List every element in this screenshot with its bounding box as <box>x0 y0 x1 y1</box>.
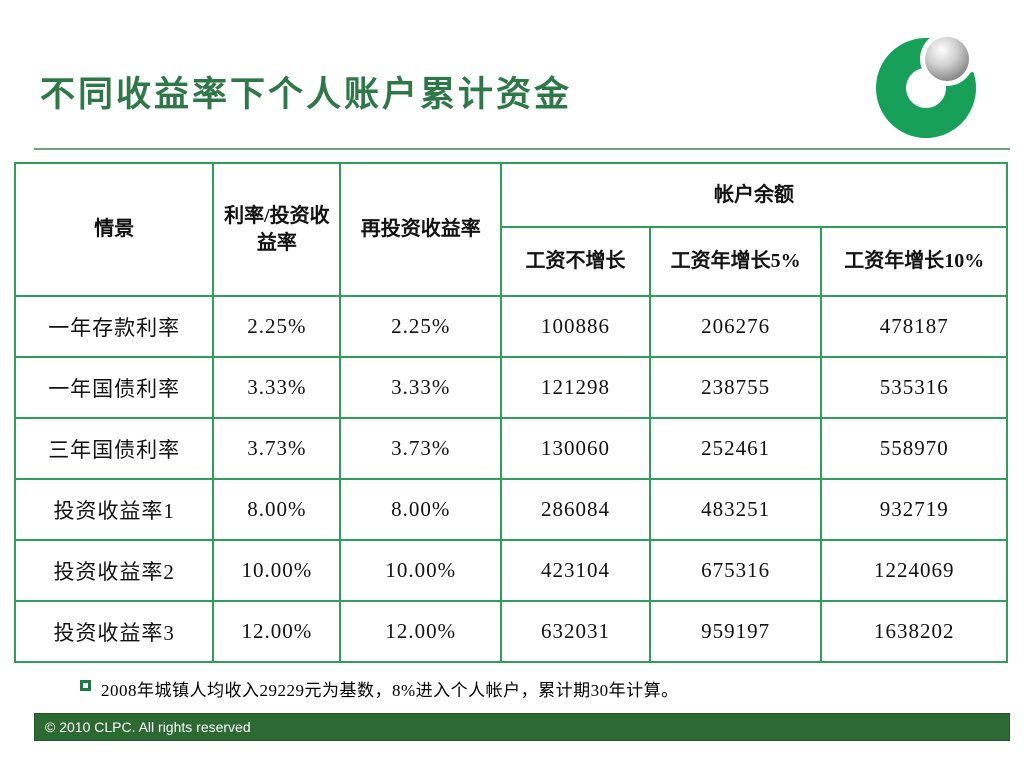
cell-reinvest: 8.00% <box>339 478 503 541</box>
col-header-no-growth: 工资不增长 <box>500 226 651 297</box>
table-row: 投资收益率1 8.00% 8.00% 286084 483251 932719 <box>13 478 1008 541</box>
header-row-group: 情景 利率/投资收益率 再投资收益率 帐户余额 <box>13 162 1008 297</box>
cell-balance-growth-5: 206276 <box>648 295 823 358</box>
page-title: 不同收益率下个人账户累计资金 <box>40 75 573 114</box>
cell-balance-growth-10: 478187 <box>820 295 1008 358</box>
cell-balance-no-growth: 100886 <box>500 295 651 358</box>
table-row: 三年国债利率 3.73% 3.73% 130060 252461 558970 <box>13 417 1008 480</box>
cell-balance-growth-5: 959197 <box>648 600 823 663</box>
cell-balance-growth-10: 558970 <box>820 417 1008 480</box>
col-header-reinvest: 再投资收益率 <box>339 162 503 297</box>
cell-balance-growth-10: 1638202 <box>820 600 1008 663</box>
cell-reinvest: 12.00% <box>339 600 503 663</box>
cell-reinvest: 2.25% <box>339 295 503 358</box>
square-bullet-icon <box>80 680 91 691</box>
cell-balance-growth-5: 252461 <box>648 417 823 480</box>
cell-balance-growth-5: 675316 <box>648 539 823 602</box>
cell-scenario: 投资收益率1 <box>13 478 215 541</box>
copyright-text: © 2010 CLPC. All rights reserved <box>45 719 251 735</box>
cell-scenario: 三年国债利率 <box>13 417 215 480</box>
col-header-rate: 利率/投资收益率 <box>212 162 342 297</box>
cell-reinvest: 10.00% <box>339 539 503 602</box>
footer-bar: © 2010 CLPC. All rights reserved <box>34 713 1010 741</box>
cell-scenario: 投资收益率2 <box>13 539 215 602</box>
cell-balance-growth-5: 238755 <box>648 356 823 419</box>
cell-rate: 12.00% <box>212 600 342 663</box>
title-underline <box>34 148 1010 150</box>
cell-rate: 8.00% <box>212 478 342 541</box>
cell-rate: 2.25% <box>212 295 342 358</box>
cell-balance-no-growth: 130060 <box>500 417 651 480</box>
logo-sphere-icon <box>925 37 969 81</box>
col-header-growth-10: 工资年增长10% <box>820 226 1008 297</box>
cell-rate: 10.00% <box>212 539 342 602</box>
cell-balance-growth-10: 932719 <box>820 478 1008 541</box>
table-row: 一年国债利率 3.33% 3.33% 121298 238755 535316 <box>13 356 1008 419</box>
account-balance-table: 情景 利率/投资收益率 再投资收益率 帐户余额 工资不增长 工资年增长5% 工资… <box>13 162 1008 663</box>
cell-scenario: 投资收益率3 <box>13 600 215 663</box>
cell-balance-growth-10: 535316 <box>820 356 1008 419</box>
cell-scenario: 一年存款利率 <box>13 295 215 358</box>
table-row: 投资收益率3 12.00% 12.00% 632031 959197 16382… <box>13 600 1008 663</box>
table-row: 一年存款利率 2.25% 2.25% 100886 206276 478187 <box>13 295 1008 358</box>
footnote: 2008年城镇人均收入29229元为基数，8%进入个人帐户，累计期30年计算。 <box>80 676 679 701</box>
col-header-balance-group: 帐户余额 <box>500 162 1008 228</box>
company-logo-icon <box>876 30 984 138</box>
cell-rate: 3.33% <box>212 356 342 419</box>
cell-reinvest: 3.73% <box>339 417 503 480</box>
cell-reinvest: 3.33% <box>339 356 503 419</box>
cell-balance-no-growth: 632031 <box>500 600 651 663</box>
footnote-text: 2008年城镇人均收入29229元为基数，8%进入个人帐户，累计期30年计算。 <box>101 681 679 700</box>
cell-balance-no-growth: 286084 <box>500 478 651 541</box>
cell-rate: 3.73% <box>212 417 342 480</box>
cell-balance-growth-10: 1224069 <box>820 539 1008 602</box>
col-header-scenario: 情景 <box>13 162 215 297</box>
cell-balance-no-growth: 121298 <box>500 356 651 419</box>
cell-balance-no-growth: 423104 <box>500 539 651 602</box>
cell-scenario: 一年国债利率 <box>13 356 215 419</box>
header-row-sub: 工资不增长 工资年增长5% 工资年增长10% <box>15 226 1008 297</box>
cell-balance-growth-5: 483251 <box>648 478 823 541</box>
col-header-growth-5: 工资年增长5% <box>648 226 823 297</box>
table-row: 投资收益率2 10.00% 10.00% 423104 675316 12240… <box>13 539 1008 602</box>
